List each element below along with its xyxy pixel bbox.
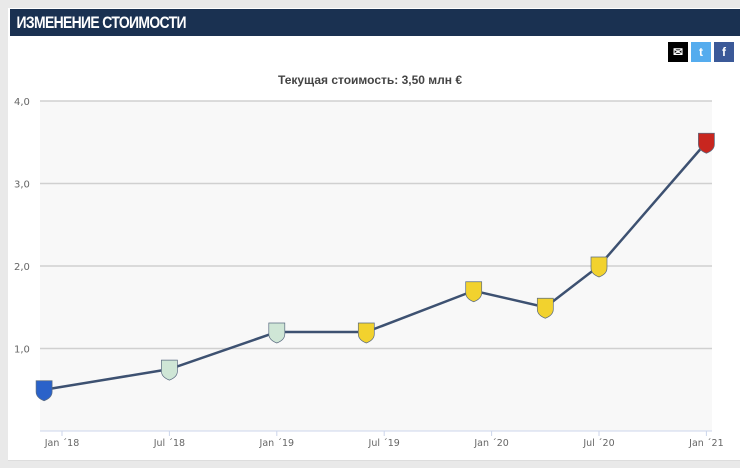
club-badge-icon — [590, 256, 608, 278]
x-tick-label: Jul ´18 — [153, 438, 185, 449]
y-tick-label: 1,0 — [14, 345, 30, 356]
club-badge-icon — [465, 281, 483, 303]
twitter-icon[interactable]: t — [691, 42, 711, 62]
y-tick-label: 2,0 — [14, 262, 30, 273]
x-tick-label: Jul ´20 — [582, 438, 614, 449]
club-badge-icon — [357, 322, 375, 344]
x-tick-label: Jan ´20 — [473, 438, 509, 449]
mail-icon[interactable]: ✉ — [668, 42, 688, 62]
x-tick-label: Jan ´21 — [688, 438, 724, 449]
club-badge-icon — [35, 380, 53, 402]
current-value-label: Текущая стоимость: 3,50 млн € — [277, 73, 463, 87]
club-badge-icon — [268, 322, 286, 344]
y-tick-label: 4,0 — [14, 97, 30, 108]
x-tick-label: Jul ´19 — [368, 438, 400, 449]
section-header: ИЗМЕНЕНИЕ СТОИМОСТИ — [10, 9, 740, 36]
divider — [8, 460, 740, 461]
club-badge-icon — [698, 132, 715, 154]
x-tick-label: Jan ´19 — [259, 438, 295, 449]
club-badge-icon — [161, 359, 178, 381]
y-tick-label: 3,0 — [14, 180, 30, 191]
share-buttons: ✉ t f — [668, 42, 734, 62]
x-tick-label: Jan ´18 — [44, 438, 80, 449]
section-title: ИЗМЕНЕНИЕ СТОИМОСТИ — [16, 13, 187, 32]
club-badge-icon — [536, 297, 554, 319]
series-line — [43, 141, 708, 391]
facebook-icon[interactable]: f — [714, 42, 734, 62]
